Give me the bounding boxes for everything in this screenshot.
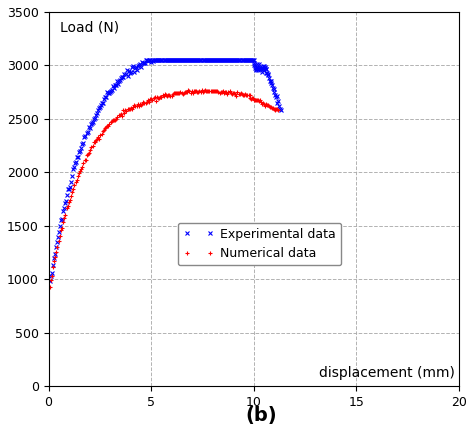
Numerical data — [275, 108, 281, 113]
Text: Load (N): Load (N) — [60, 21, 119, 34]
Numerical data — [255, 97, 261, 103]
Experimental data — [278, 107, 283, 112]
Experimental data — [172, 57, 178, 63]
Legend: Experimental data, Numerical data: Experimental data, Numerical data — [178, 223, 341, 265]
Numerical data — [159, 94, 164, 100]
Numerical data — [49, 274, 55, 279]
Numerical data — [96, 136, 102, 141]
Numerical data — [244, 92, 249, 97]
Experimental data — [134, 67, 140, 73]
Experimental data — [47, 279, 53, 284]
Text: displacement (mm): displacement (mm) — [319, 366, 455, 380]
Line: Numerical data: Numerical data — [48, 88, 280, 289]
Experimental data — [81, 140, 86, 145]
Experimental data — [123, 72, 128, 77]
Line: Experimental data: Experimental data — [48, 58, 282, 283]
Numerical data — [47, 285, 53, 290]
Experimental data — [167, 57, 173, 63]
Text: (b): (b) — [245, 406, 276, 425]
Numerical data — [163, 93, 169, 98]
Experimental data — [144, 57, 150, 63]
Numerical data — [185, 88, 191, 93]
Experimental data — [65, 186, 71, 191]
